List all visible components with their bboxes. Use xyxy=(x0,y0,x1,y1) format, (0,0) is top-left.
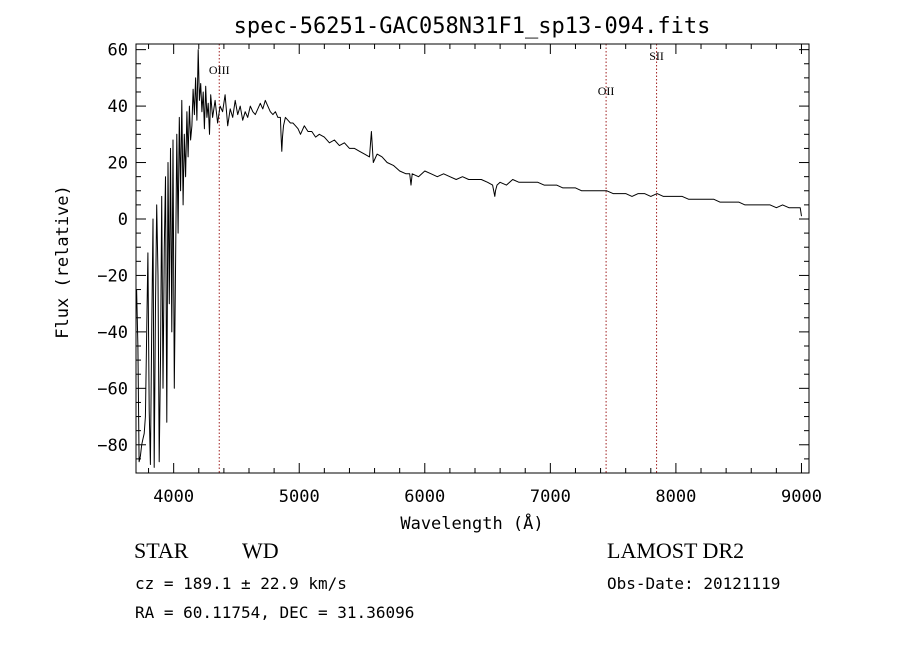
line-label-sii: SII xyxy=(649,49,664,63)
x-tick-label: 9000 xyxy=(781,487,822,507)
x-axis-label: Wavelength (Å) xyxy=(400,512,543,534)
object-subclass: WD xyxy=(242,538,279,563)
y-tick-label: −80 xyxy=(97,436,128,456)
y-axis-label: Flux (relative) xyxy=(53,185,73,339)
x-tick-label: 7000 xyxy=(530,487,571,507)
observation-date: Obs-Date: 20121119 xyxy=(607,574,781,593)
y-tick-label: −20 xyxy=(97,266,128,286)
x-tick-label: 6000 xyxy=(404,487,445,507)
y-tick-label: −40 xyxy=(97,323,128,343)
x-tick-label: 4000 xyxy=(153,487,194,507)
line-label-oii: OII xyxy=(598,84,615,98)
y-tick-label: −60 xyxy=(97,379,128,399)
x-tick-label: 8000 xyxy=(655,487,696,507)
y-tick-label: 0 xyxy=(118,210,128,230)
object-class: STAR xyxy=(134,538,189,563)
line-label-oiii: OIII xyxy=(209,63,230,77)
coordinates: RA = 60.11754, DEC = 31.36096 xyxy=(135,603,415,622)
plot-frame xyxy=(135,43,810,474)
chart-title: spec-56251-GAC058N31F1_sp13-094.fits xyxy=(234,14,711,39)
x-tick-label: 5000 xyxy=(279,487,320,507)
survey-name: LAMOST DR2 xyxy=(607,538,745,563)
y-tick-label: 20 xyxy=(108,154,128,174)
redshift-velocity: cz = 189.1 ± 22.9 km/s xyxy=(135,574,347,593)
y-tick-label: 40 xyxy=(108,97,128,117)
spectrum-line xyxy=(136,49,802,468)
y-tick-label: 60 xyxy=(108,41,128,61)
